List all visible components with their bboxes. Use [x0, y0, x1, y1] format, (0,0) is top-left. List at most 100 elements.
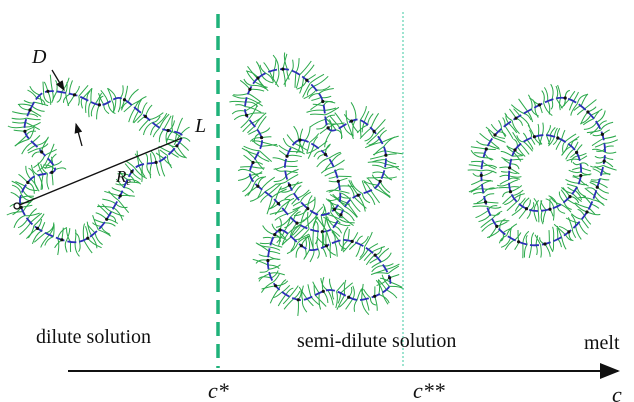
side-chain [292, 204, 305, 211]
side-chain [561, 129, 566, 140]
side-chain [513, 108, 521, 117]
side-chain [329, 243, 332, 259]
side-chain [510, 104, 524, 114]
backbone-bead [495, 224, 499, 228]
side-chain [504, 198, 515, 205]
side-chain [259, 242, 272, 245]
side-chain [506, 201, 518, 212]
side-chain [124, 85, 128, 100]
side-chain [361, 299, 370, 316]
side-chain [281, 233, 289, 245]
side-chain [291, 146, 305, 155]
side-chain [321, 276, 325, 292]
side-chain [387, 265, 400, 274]
side-chain [109, 215, 117, 223]
side-chain [485, 201, 499, 204]
side-chain [468, 184, 483, 193]
side-chain [580, 167, 592, 172]
backbone-bead [287, 183, 292, 187]
side-chain [269, 272, 285, 276]
side-chain [159, 160, 166, 177]
side-chain [366, 177, 376, 189]
melt-label: melt [584, 332, 620, 354]
side-chain [548, 195, 558, 207]
side-chain [544, 243, 551, 257]
side-chain [308, 234, 315, 251]
side-chain [509, 186, 519, 189]
side-chain [377, 184, 391, 198]
chain-end-marker [13, 202, 21, 210]
side-chain [145, 153, 149, 164]
side-chain [540, 210, 544, 225]
side-chain [374, 272, 389, 274]
side-chain [481, 222, 495, 232]
side-chain [261, 75, 274, 84]
side-chain [492, 136, 506, 143]
side-chain [555, 85, 559, 99]
side-chain [571, 155, 579, 163]
side-chain [604, 139, 619, 144]
side-chain [481, 169, 497, 174]
side-chain [363, 181, 372, 191]
side-chain [363, 288, 371, 299]
side-chain [333, 159, 345, 168]
side-chain [522, 132, 528, 140]
side-chain [472, 192, 484, 195]
side-chain [28, 113, 39, 118]
side-chain [27, 182, 35, 194]
side-chain [561, 236, 567, 250]
side-chain [11, 184, 22, 195]
side-chain [92, 215, 99, 231]
side-chain [499, 179, 510, 185]
side-chain [145, 104, 153, 117]
side-chain [325, 231, 328, 246]
side-chain [359, 249, 369, 261]
side-chain [471, 179, 482, 186]
side-chain [312, 216, 319, 231]
side-chain [499, 174, 510, 178]
backbone-bead [105, 217, 109, 221]
side-chain [350, 102, 357, 120]
side-chain [295, 58, 300, 73]
side-chain [367, 176, 383, 179]
side-chain [284, 219, 294, 229]
side-chain [523, 244, 528, 258]
side-chain [260, 143, 278, 147]
side-chain [528, 245, 533, 259]
side-chain [117, 173, 130, 176]
side-chain [258, 253, 269, 257]
side-chain [572, 176, 581, 180]
side-chain [304, 126, 311, 142]
side-chain [364, 141, 382, 149]
side-chain [247, 93, 262, 103]
side-chain [291, 197, 298, 205]
side-chain [369, 297, 377, 306]
side-chain [327, 216, 335, 227]
side-chain [552, 207, 555, 221]
backbone-bead [493, 133, 497, 137]
side-chain [303, 249, 310, 260]
side-chain [377, 247, 390, 259]
side-chain [97, 204, 110, 216]
side-chain [274, 206, 282, 215]
side-chain [88, 101, 92, 118]
side-chain [555, 139, 562, 150]
side-chain [85, 226, 89, 239]
side-chain [370, 113, 380, 129]
side-chain [332, 193, 348, 204]
side-chain [380, 252, 392, 263]
end-to-end-vector [16, 137, 183, 207]
c-star-label: c* [208, 378, 229, 402]
side-chain [584, 99, 597, 110]
side-chain [367, 161, 386, 165]
side-chain [293, 125, 300, 141]
side-chain [315, 220, 319, 232]
side-chain [370, 269, 387, 276]
side-chain [37, 162, 44, 175]
side-chain [573, 141, 579, 150]
side-chain [541, 122, 544, 136]
side-chain [385, 153, 397, 156]
side-chain [568, 169, 582, 174]
side-chain [578, 222, 588, 235]
